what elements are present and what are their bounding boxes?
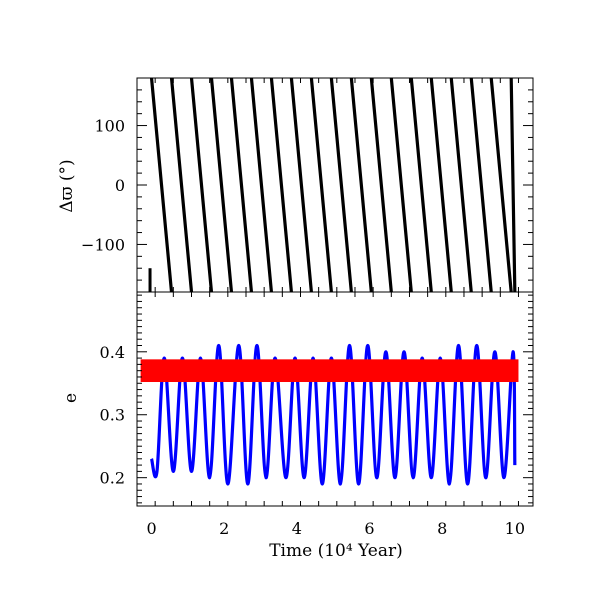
top-y-tick-label: 100	[94, 117, 125, 136]
circulation-segment	[249, 77, 274, 293]
x-tick-label: 10	[505, 519, 525, 538]
x-tick-label: 8	[437, 519, 447, 538]
circulation-segment	[369, 77, 393, 293]
circulation-segment	[289, 77, 313, 293]
circulation-segment	[449, 77, 473, 293]
circulation-segment	[349, 77, 373, 293]
bottom-plot-frame	[136, 291, 534, 507]
bottom-y-tick-label: 0.2	[100, 469, 125, 488]
circulation-segment	[409, 77, 433, 293]
circulation-segment	[489, 77, 513, 293]
circulation-segment	[229, 77, 254, 293]
circulation-segment	[269, 77, 293, 293]
x-tick-label: 0	[146, 519, 156, 538]
x-axis-title: Time (10⁴ Year)	[269, 541, 403, 561]
circulation-segment	[209, 77, 234, 293]
bottom-y-tick-label: 0.4	[100, 343, 125, 362]
bottom-y-tick-label: 0.3	[100, 406, 125, 425]
top-y-tick-label: 0	[115, 176, 125, 195]
axes: 0 2 4 6 8 10 −100 0 100 0.2 0.3 0.4	[81, 77, 534, 538]
x-tick-label: 4	[292, 519, 302, 538]
eccentricity-curve-blue	[149, 343, 517, 486]
circulation-segment	[309, 77, 333, 293]
top-panel	[148, 77, 517, 293]
top-y-axis-title: Δϖ (°)	[57, 159, 77, 212]
circulation-segment	[509, 77, 517, 293]
x-tick-label: 2	[219, 519, 229, 538]
circulation-segment	[149, 77, 174, 293]
circulation-segment	[169, 77, 194, 293]
eccentricity-band-red	[140, 359, 519, 383]
x-tick-label: 6	[364, 519, 374, 538]
bottom-panel	[140, 343, 519, 486]
bottom-y-axis-title: e	[61, 393, 81, 403]
circulation-segment	[469, 77, 493, 293]
circulation-segment	[429, 77, 453, 293]
circulation-segment	[189, 77, 214, 293]
circulation-segment	[329, 77, 353, 293]
circulation-segment	[389, 77, 413, 293]
top-y-tick-label: −100	[81, 235, 125, 254]
